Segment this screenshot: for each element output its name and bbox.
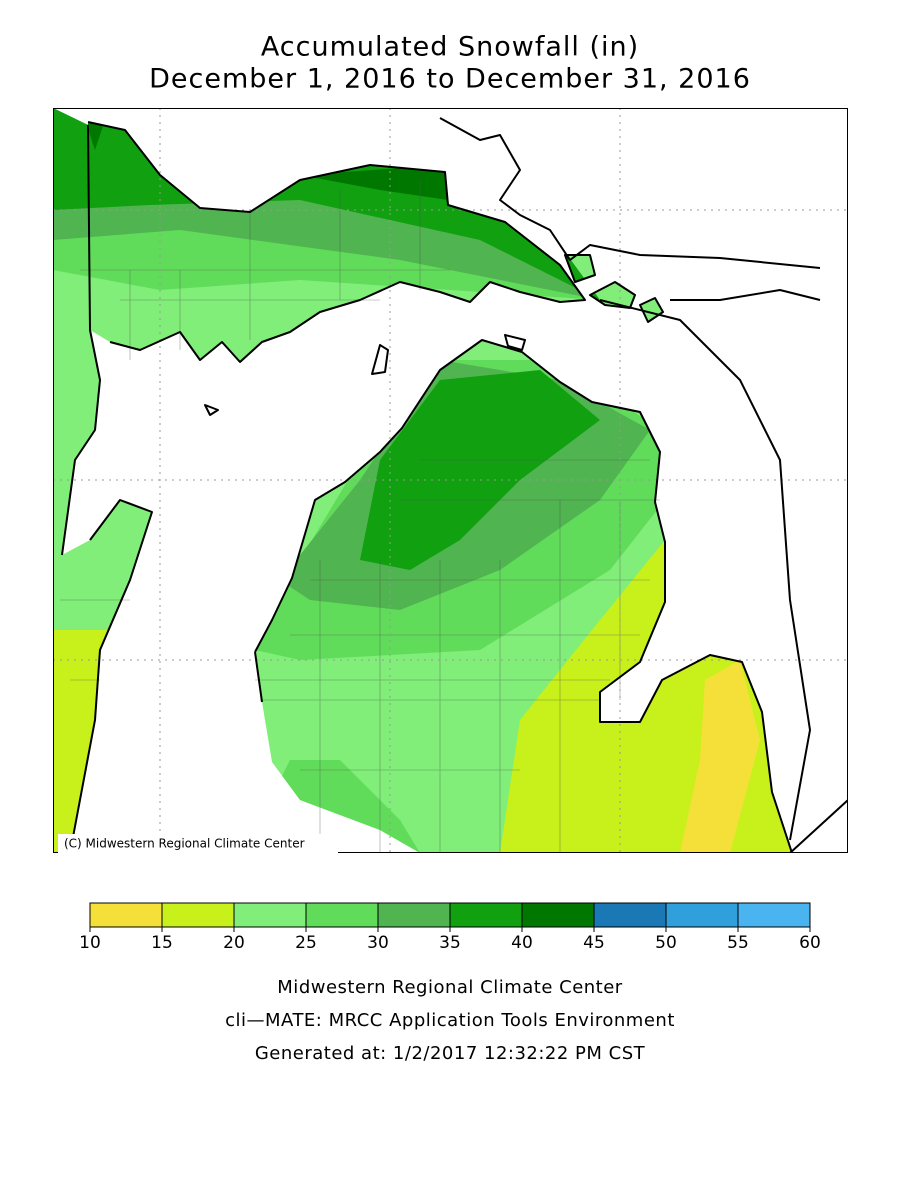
legend-swatch [665,902,739,928]
legend-tick-label: 40 [511,933,533,953]
credit-box [58,834,338,853]
legend-swatch [377,902,451,928]
legend-tick-label: 20 [223,933,245,953]
legend-tick-label: 30 [367,933,389,953]
legend-swatch [233,902,307,928]
legend-swatch [593,902,667,928]
legend-tick-label: 50 [655,933,677,953]
title-line: December 1, 2016 to December 31, 2016 [149,64,751,95]
legend-swatch [449,902,523,928]
title-line: Accumulated Snowfall (in) [261,32,639,63]
legend-swatch [305,902,379,928]
legend-tick-label: 10 [79,933,101,953]
legend-tick-label: 60 [799,933,821,953]
legend-tick-label: 55 [727,933,749,953]
legend-swatch [737,902,811,928]
legend-tick-label: 15 [151,933,173,953]
legend-tick-label: 25 [295,933,317,953]
footer-line: cli—MATE: MRCC Application Tools Environ… [225,1010,675,1031]
legend-swatch [89,902,163,928]
legend-tick-label: 35 [439,933,461,953]
legend-swatch [161,902,235,928]
footer-line: Midwestern Regional Climate Center [277,977,623,998]
legend: 10 15 20 25 30 35 40 45 50 55 60 [79,902,821,953]
map-credit: (C) Midwestern Regional Climate Center [64,837,305,851]
footer-line: Generated at: 1/2/2017 12:32:22 PM CST [255,1043,646,1064]
legend-tick-label: 45 [583,933,605,953]
map: (C) Midwestern Regional Climate Center [53,108,848,853]
legend-swatch [521,902,595,928]
